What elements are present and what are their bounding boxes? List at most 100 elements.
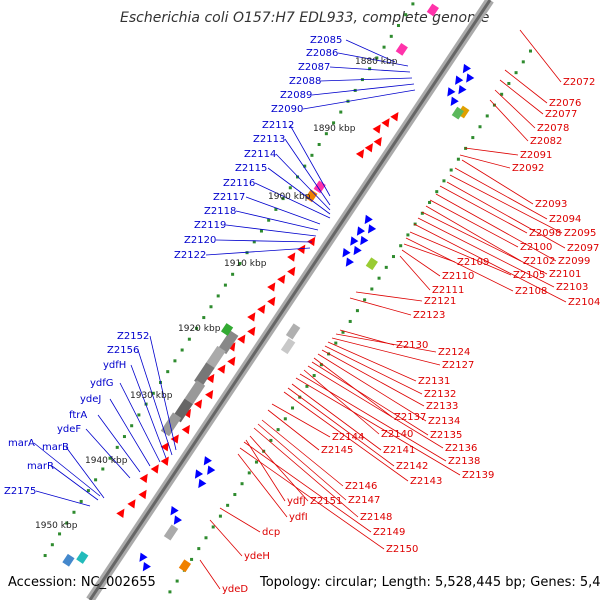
label-leader-line <box>449 174 563 234</box>
label-leader-line <box>97 414 141 473</box>
gene-label[interactable]: Z2146 <box>345 481 377 492</box>
gene-label[interactable]: Z2150 <box>386 544 418 555</box>
gene-label[interactable]: Z2086 <box>306 48 338 59</box>
gene-feature-block <box>280 338 296 355</box>
gene-label[interactable]: Z2108 <box>515 286 547 297</box>
gene-label[interactable]: marA <box>8 438 35 449</box>
reverse-gene-arrow <box>247 326 256 337</box>
tick-dot <box>317 142 321 146</box>
gene-label[interactable]: Z2111 <box>432 285 464 296</box>
gene-label[interactable]: dcp <box>262 527 280 538</box>
gene-label[interactable]: Z2138 <box>448 456 480 467</box>
gene-label[interactable]: ydeJ <box>80 394 101 405</box>
gene-label[interactable]: Z2122 <box>174 250 206 261</box>
gene-feature-block <box>184 380 206 405</box>
gene-label[interactable]: Z2145 <box>321 445 353 456</box>
gene-label[interactable]: Z2123 <box>413 310 445 321</box>
label-leader-line <box>253 427 359 518</box>
gene-label[interactable]: Z2093 <box>535 199 567 210</box>
gene-label[interactable]: Z2090 <box>271 104 303 115</box>
gene-label[interactable]: Z2149 <box>373 527 405 538</box>
gene-label[interactable]: Z2110 <box>442 271 474 282</box>
gene-label[interactable]: marR <box>27 461 54 472</box>
gene-label[interactable]: Z2135 <box>430 430 462 441</box>
label-leader-line <box>219 507 261 533</box>
gene-label[interactable]: Z2094 <box>549 214 581 225</box>
gene-label[interactable]: Z2097 <box>567 243 599 254</box>
gene-label[interactable]: Z2133 <box>426 401 458 412</box>
gene-label[interactable]: Z2102 <box>523 256 555 267</box>
gene-label[interactable]: Z2115 <box>235 163 267 174</box>
gene-label[interactable]: Z2088 <box>289 76 321 87</box>
gene-label[interactable]: Z2082 <box>530 136 562 147</box>
gene-label[interactable]: Z2140 <box>381 429 413 440</box>
tick-dot <box>456 157 460 161</box>
gene-label[interactable]: Z2136 <box>445 443 477 454</box>
gene-label[interactable]: ydfJ <box>287 496 306 507</box>
gene-label[interactable]: Z2085 <box>310 35 342 46</box>
gene-label[interactable]: Z2091 <box>520 150 552 161</box>
gene-label[interactable]: Z2089 <box>280 90 312 101</box>
gene-label[interactable]: Z2120 <box>184 235 216 246</box>
gene-label[interactable]: Z2124 <box>438 347 470 358</box>
gene-label[interactable]: ydfG <box>90 378 114 389</box>
gene-label[interactable]: Z2127 <box>442 360 474 371</box>
gene-label[interactable]: Z2175 <box>4 486 36 497</box>
label-leader-line <box>439 185 528 234</box>
gene-label[interactable]: Z2119 <box>194 220 226 231</box>
gene-label[interactable]: Z2103 <box>556 282 588 293</box>
gene-label[interactable]: Z2099 <box>558 256 590 267</box>
gene-label[interactable]: Z2130 <box>396 340 428 351</box>
gene-label[interactable]: ydeD <box>222 584 248 595</box>
tick-dot <box>247 471 251 475</box>
gene-label[interactable]: Z2112 <box>262 120 294 131</box>
gene-label[interactable]: Z2118 <box>204 206 236 217</box>
gene-label[interactable]: Z2139 <box>462 470 494 481</box>
gene-label[interactable]: Z2143 <box>410 476 442 487</box>
gene-label[interactable]: Z2117 <box>213 192 245 203</box>
gene-label[interactable]: Z2092 <box>512 163 544 174</box>
tick-dot <box>238 261 242 265</box>
gene-label[interactable]: Z2144 <box>332 432 364 443</box>
gene-label[interactable]: Z2104 <box>568 297 600 308</box>
reverse-gene-arrow <box>355 149 365 159</box>
gene-label[interactable]: Z2098 <box>529 228 561 239</box>
gene-label[interactable]: marB <box>42 442 69 453</box>
reverse-gene-arrow <box>381 118 390 128</box>
gene-label[interactable]: Z2114 <box>244 149 276 160</box>
gene-label[interactable]: Z2100 <box>520 242 552 253</box>
gene-label[interactable]: Z2131 <box>418 376 450 387</box>
label-leader-line <box>429 199 519 248</box>
gene-label[interactable]: Z2095 <box>564 228 596 239</box>
gene-label[interactable]: Z2101 <box>549 269 581 280</box>
gene-label[interactable]: Z2072 <box>563 77 595 88</box>
gene-label[interactable]: Z2116 <box>223 178 255 189</box>
gene-label[interactable]: Z2134 <box>428 416 460 427</box>
gene-label[interactable]: Z2076 <box>549 98 581 109</box>
gene-label[interactable]: Z2147 <box>348 495 380 506</box>
gene-label[interactable]: Z2152 <box>117 331 149 342</box>
gene-label[interactable]: ydeH <box>244 551 270 562</box>
gene-label[interactable]: Z2137 <box>394 412 426 423</box>
gene-label[interactable]: Z2156 <box>107 345 139 356</box>
gene-label[interactable]: Z2087 <box>298 62 330 73</box>
gene-label[interactable]: Z2148 <box>360 512 392 523</box>
reverse-gene-arrow <box>364 143 373 153</box>
label-leader-line <box>405 237 514 292</box>
gene-label[interactable]: Z2078 <box>537 123 569 134</box>
gene-label[interactable]: ydfH <box>103 360 126 371</box>
gene-label[interactable]: Z2113 <box>253 134 285 145</box>
gene-label[interactable]: ftrA <box>69 410 87 421</box>
gene-label[interactable]: Z2105 <box>513 270 545 281</box>
gene-label[interactable]: ydeF <box>57 424 81 435</box>
gene-label[interactable]: ydfI <box>289 512 308 523</box>
gene-label[interactable]: Z2109 <box>457 257 489 268</box>
tick-dot <box>500 92 504 96</box>
gene-label[interactable]: Z2077 <box>545 109 577 120</box>
gene-label[interactable]: Z2132 <box>424 389 456 400</box>
tick-dot <box>180 348 184 352</box>
gene-label[interactable]: Z2141 <box>383 445 415 456</box>
gene-label[interactable]: Z2151 <box>310 496 342 507</box>
gene-label[interactable]: Z2121 <box>424 296 456 307</box>
gene-label[interactable]: Z2142 <box>396 461 428 472</box>
